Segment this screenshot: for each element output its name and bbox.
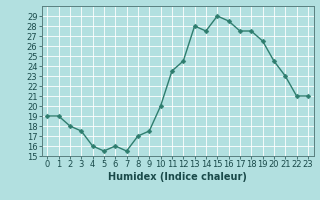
X-axis label: Humidex (Indice chaleur): Humidex (Indice chaleur) <box>108 172 247 182</box>
